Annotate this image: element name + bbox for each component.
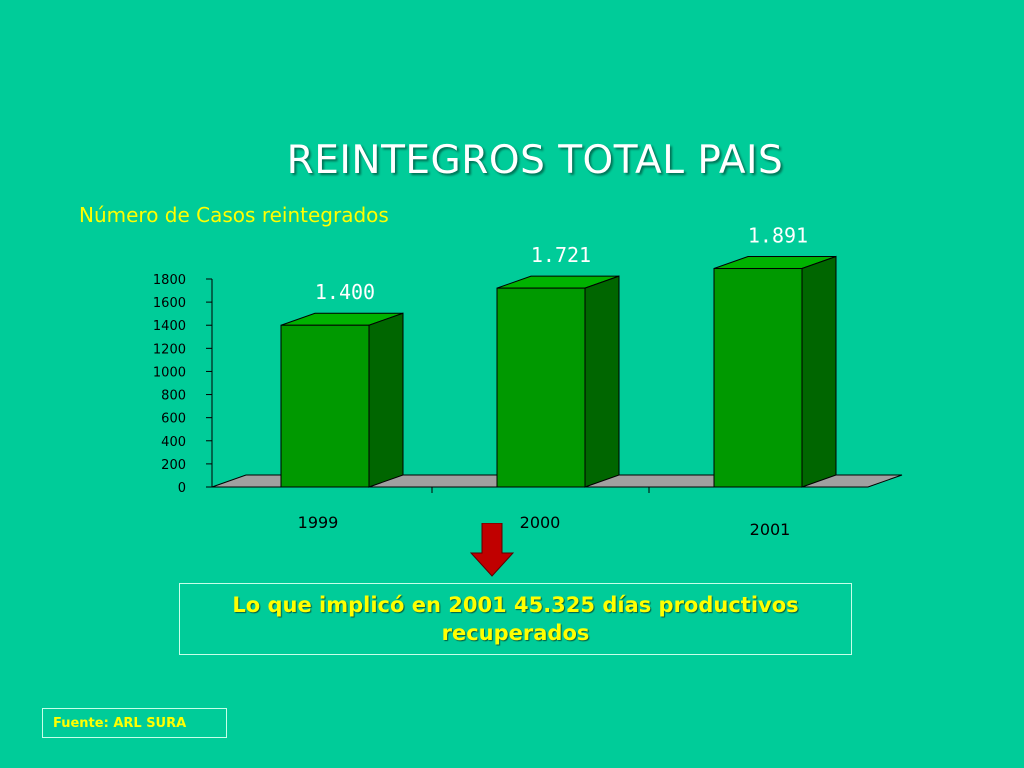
y-tick-label: 0: [178, 481, 186, 496]
y-tick-label: 1600: [153, 296, 186, 311]
callout-box: Lo que implicó en 2001 45.325 días produ…: [179, 583, 852, 655]
y-tick-label: 400: [161, 435, 186, 450]
bar-side: [584, 275, 620, 488]
y-tick-label: 1800: [153, 273, 186, 288]
slide-title: REINTEGROS TOTAL PAIS: [286, 138, 784, 183]
data-label: 1.721: [531, 243, 591, 267]
x-tick-label: 1999: [298, 513, 339, 532]
y-tick-label: 1000: [153, 365, 186, 380]
bar: [496, 287, 586, 488]
y-tick-label: 800: [161, 389, 186, 404]
source-note: Fuente: ARL SURA: [42, 708, 227, 738]
bar: [713, 267, 803, 488]
chart-subtitle: Número de Casos reintegrados: [79, 203, 389, 227]
bar-side: [368, 312, 404, 488]
x-tick-label: 2001: [750, 520, 791, 539]
y-tick-label: 600: [161, 412, 186, 427]
x-tick-label: 2000: [520, 513, 561, 532]
y-tick-label: 1400: [153, 319, 186, 334]
down-arrow-icon: [470, 523, 514, 577]
y-tick-label: 1200: [153, 342, 186, 357]
bar-side: [801, 255, 837, 488]
data-label: 1.891: [748, 223, 808, 247]
bar: [280, 324, 370, 488]
data-label: 1.400: [315, 280, 375, 304]
y-tick-label: 200: [161, 458, 186, 473]
bar-chart: 0 200 400 600 800 1000 1200 1400 1600 1800 1.400 19…: [153, 223, 903, 539]
